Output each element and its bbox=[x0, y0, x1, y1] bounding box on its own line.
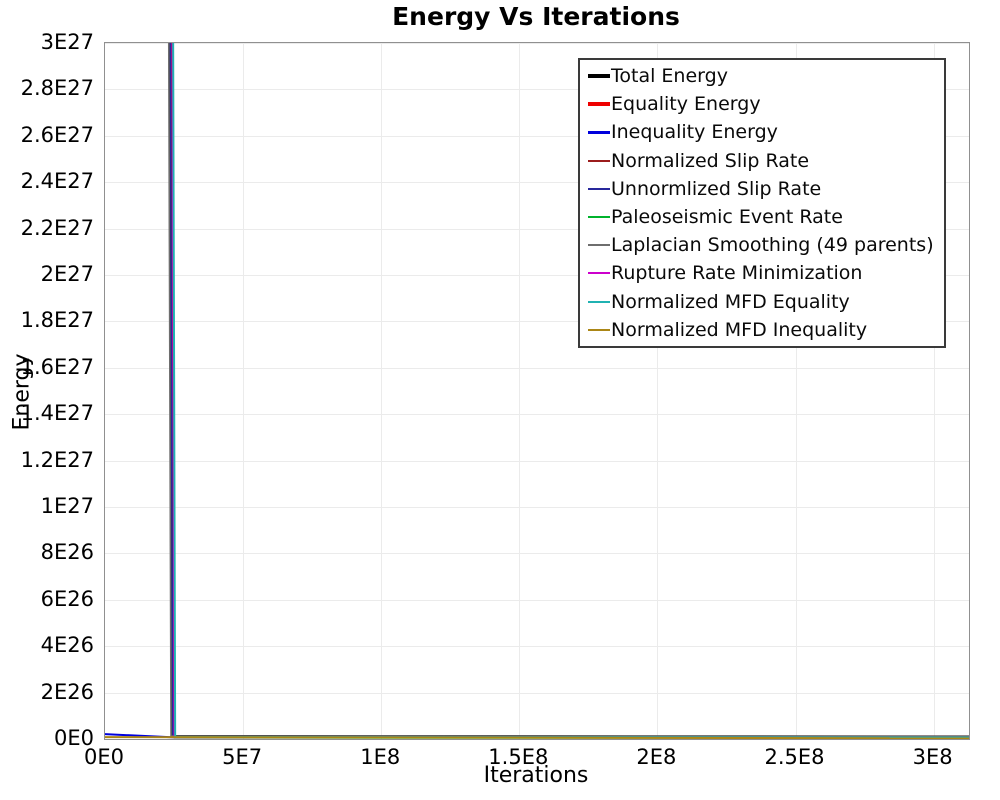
legend-line-swatch bbox=[588, 300, 610, 303]
series-line bbox=[105, 736, 969, 739]
legend-row: Rupture Rate Minimization bbox=[588, 259, 938, 287]
y-tick-label: 2.6E27 bbox=[20, 122, 94, 147]
h-gridline bbox=[105, 321, 969, 323]
legend-line-swatch bbox=[588, 244, 610, 247]
h-gridline bbox=[105, 275, 969, 276]
legend-label: Normalized MFD Equality bbox=[611, 290, 850, 313]
legend-line-swatch bbox=[588, 187, 610, 190]
v-gridline bbox=[933, 43, 935, 739]
h-gridline bbox=[105, 89, 969, 91]
y-tick-label: 1.2E27 bbox=[20, 447, 94, 472]
legend-line-swatch bbox=[588, 216, 610, 219]
legend-row: Normalized MFD Inequality bbox=[588, 316, 938, 344]
legend-label: Laplacian Smoothing (49 parents) bbox=[611, 234, 934, 257]
h-gridline bbox=[105, 367, 969, 369]
legend: Total Energy Equality Energy Inequality En… bbox=[578, 58, 946, 348]
h-gridline bbox=[105, 228, 969, 230]
y-tick-label: 1.4E27 bbox=[20, 401, 94, 426]
y-tick-label: 1E27 bbox=[40, 494, 94, 518]
legend-line-swatch bbox=[588, 102, 610, 107]
legend-line-swatch bbox=[588, 328, 610, 331]
v-gridline bbox=[381, 43, 383, 739]
legend-row: Unnormlized Slip Rate bbox=[588, 175, 938, 203]
legend-row: Normalized MFD Equality bbox=[588, 288, 938, 316]
legend-row: Inequality Energy bbox=[588, 118, 938, 146]
legend-row: Laplacian Smoothing (49 parents) bbox=[588, 231, 938, 259]
legend-row: Total Energy bbox=[588, 62, 938, 90]
legend-row: Equality Energy bbox=[588, 90, 938, 118]
series-lines bbox=[105, 43, 969, 739]
h-gridline bbox=[105, 43, 969, 44]
h-gridline bbox=[105, 135, 969, 137]
legend-label: Unnormlized Slip Rate bbox=[611, 177, 822, 200]
plot-area: Total Energy Equality Energy Inequality En… bbox=[104, 42, 970, 740]
y-tick-label: 2E26 bbox=[40, 679, 94, 704]
legend-line-swatch bbox=[588, 159, 610, 162]
h-gridline bbox=[105, 599, 969, 601]
v-gridline bbox=[657, 43, 659, 739]
y-tick-label: 2.4E27 bbox=[20, 169, 94, 194]
y-tick-label: 0E0 bbox=[54, 726, 94, 750]
y-axis-tick-labels: 0E0 2E26 4E26 6E26 8E26 1E27 1.2E27 1.4E27 1.6E2… bbox=[0, 31, 98, 749]
legend-row: Paleoseismic Event Rate bbox=[588, 203, 938, 231]
h-gridline bbox=[105, 646, 969, 648]
series-line bbox=[167, 43, 969, 738]
h-gridline bbox=[105, 460, 969, 462]
legend-label: Normalized Slip Rate bbox=[611, 149, 810, 172]
legend-label: Inequality Energy bbox=[611, 121, 778, 144]
legend-row: Normalized Slip Rate bbox=[588, 147, 938, 175]
y-tick-label: 1.6E27 bbox=[20, 354, 94, 379]
y-tick-label: 2.8E27 bbox=[20, 76, 94, 101]
h-gridline bbox=[105, 507, 969, 508]
y-tick-label: 1.8E27 bbox=[20, 308, 94, 333]
legend-label: Total Energy bbox=[611, 65, 728, 88]
legend-label: Rupture Rate Minimization bbox=[611, 262, 863, 285]
legend-label: Normalized MFD Inequality bbox=[611, 318, 868, 341]
h-gridline bbox=[105, 414, 969, 416]
legend-line-swatch bbox=[588, 74, 610, 79]
h-gridline bbox=[105, 553, 969, 555]
y-tick-label: 4E26 bbox=[40, 633, 94, 658]
v-gridline bbox=[795, 43, 797, 739]
y-tick-label: 3E27 bbox=[40, 30, 94, 54]
h-gridline bbox=[105, 692, 969, 694]
legend-line-swatch bbox=[588, 130, 610, 134]
h-gridline bbox=[105, 182, 969, 184]
v-gridline bbox=[519, 43, 521, 739]
chart-title: Energy Vs Iterations bbox=[392, 2, 680, 31]
legend-label: Paleoseismic Event Rate bbox=[611, 206, 843, 229]
v-gridline bbox=[243, 43, 245, 739]
legend-line-swatch bbox=[588, 272, 610, 275]
y-tick-label: 8E26 bbox=[40, 540, 94, 565]
legend-label: Equality Energy bbox=[611, 93, 761, 116]
y-tick-label: 2.2E27 bbox=[20, 215, 94, 240]
y-tick-label: 6E26 bbox=[40, 586, 94, 611]
y-tick-label: 2E27 bbox=[40, 262, 94, 286]
x-axis-title: Iterations bbox=[483, 763, 589, 788]
